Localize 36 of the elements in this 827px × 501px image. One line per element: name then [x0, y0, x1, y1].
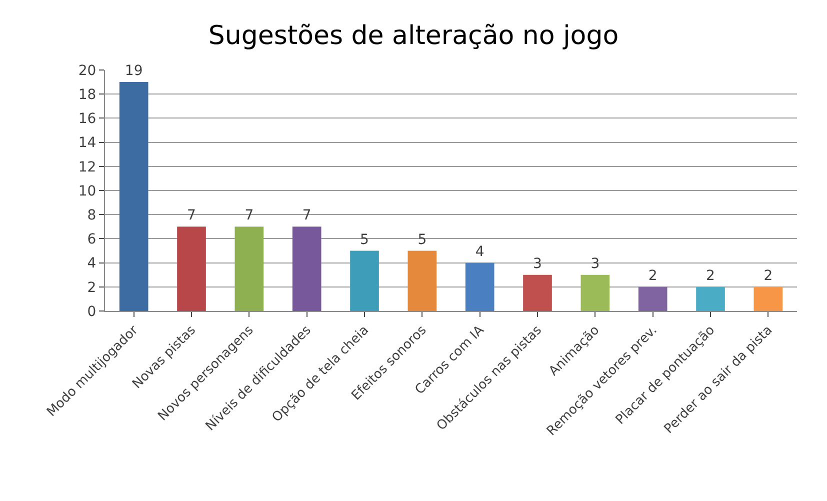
data-label: 2: [648, 268, 658, 284]
data-label: 19: [124, 63, 143, 80]
data-label: 3: [590, 256, 600, 272]
data-label: 7: [302, 208, 312, 224]
data-label: 5: [360, 232, 369, 248]
bar: [177, 226, 206, 311]
bar: [465, 262, 494, 311]
y-tick-label: 20: [78, 62, 96, 79]
bar: [754, 286, 783, 311]
y-tick-label: 16: [78, 111, 96, 128]
y-tick-label: 0: [87, 304, 96, 320]
bar: [234, 226, 264, 311]
bar: [408, 250, 437, 311]
y-tick-label: 18: [78, 87, 96, 103]
y-tick-label: 14: [78, 135, 96, 152]
data-label: 3: [533, 256, 542, 272]
bar: [523, 274, 552, 311]
bar: [292, 226, 322, 311]
bar: [696, 286, 725, 311]
data-label: 2: [764, 268, 773, 284]
y-tick-label: 10: [78, 183, 96, 200]
bar: [350, 250, 379, 311]
y-tick-label: 8: [87, 208, 96, 224]
data-label: 7: [187, 208, 196, 224]
data-label: 5: [418, 232, 427, 248]
bar: [119, 82, 148, 311]
bar: [638, 286, 668, 311]
y-tick-label: 2: [87, 280, 96, 296]
y-tick-label: 6: [87, 232, 96, 248]
chart-title: Sugestões de alteração no jogo: [208, 21, 619, 52]
bar: [580, 274, 610, 311]
y-tick-label: 12: [78, 159, 96, 176]
data-label: 7: [244, 208, 254, 224]
data-label: 4: [475, 244, 484, 260]
data-label: 2: [706, 268, 715, 284]
y-tick-label: 4: [87, 256, 96, 272]
